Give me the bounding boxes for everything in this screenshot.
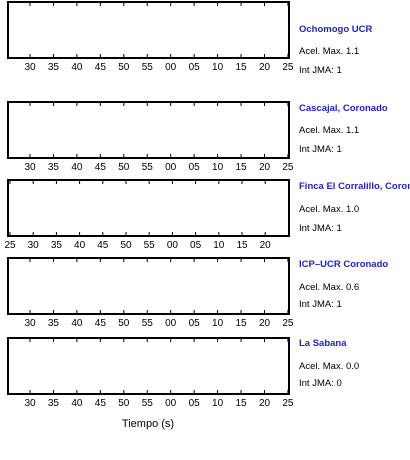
x-tick-label: 20 [260, 240, 272, 251]
panel-frame [7, 101, 290, 159]
station-name: Ochomogo UCR [299, 24, 372, 35]
station-name: La Sabana [299, 338, 347, 349]
x-tick-label: 30 [28, 240, 40, 251]
panel-frame [7, 337, 290, 395]
int-jma-label: Int JMA: 1 [299, 299, 342, 310]
int-jma-label: Int JMA: 0 [299, 378, 342, 389]
x-tick-label: 05 [189, 318, 201, 329]
x-tick-label: 40 [74, 240, 86, 251]
x-tick-label: 45 [97, 240, 109, 251]
x-tick-label: 20 [259, 318, 271, 329]
x-tick-label: 05 [190, 240, 202, 251]
x-tick-label: 00 [165, 398, 177, 409]
x-axis-label: Tiempo (s) [122, 418, 174, 430]
x-tick-label: 40 [71, 162, 83, 173]
x-tick-label: 15 [235, 62, 247, 73]
x-tick-label: 50 [118, 398, 130, 409]
x-tick-label: 50 [118, 318, 130, 329]
x-tick-label: 25 [282, 162, 294, 173]
x-tick-label: 20 [259, 162, 271, 173]
x-tick-label: 55 [142, 398, 154, 409]
x-tick-label: 45 [95, 398, 107, 409]
x-tick-label: 35 [48, 398, 60, 409]
x-tick-label: 35 [48, 318, 60, 329]
acel-max-label: Acel. Max. 1.1 [299, 125, 359, 136]
x-tick-label: 55 [144, 240, 156, 251]
seismogram-panel: 30 35 40 45 50 55 00 05 10 15 20 25 La Sabana Acel. M… [7, 337, 359, 409]
x-tick-label: 00 [165, 318, 177, 329]
x-tick-label: 35 [51, 240, 63, 251]
x-tick-label: 15 [235, 162, 247, 173]
acel-max-label: Acel. Max. 0.0 [299, 361, 359, 372]
x-tick-label: 50 [118, 62, 130, 73]
x-tick-label: 30 [24, 318, 36, 329]
x-tick-label: 50 [118, 162, 130, 173]
x-tick-label: 05 [189, 398, 201, 409]
x-tick-label: 20 [259, 62, 271, 73]
x-tick-label: 10 [212, 398, 224, 409]
int-jma-label: Int JMA: 1 [299, 223, 342, 234]
x-tick-label: 35 [48, 162, 60, 173]
x-tick-label: 50 [120, 240, 132, 251]
acel-max-label: Acel. Max. 1.0 [299, 204, 359, 215]
x-tick-label: 25 [4, 240, 16, 251]
x-tick-label: 05 [189, 62, 201, 73]
x-tick-label: 05 [189, 162, 201, 173]
x-tick-label: 25 [282, 62, 294, 73]
x-tick-label: 00 [165, 62, 177, 73]
x-tick-label: 40 [71, 398, 83, 409]
x-tick-label: 30 [24, 62, 36, 73]
panel-frame [7, 179, 290, 237]
seismogram-panel: 30 35 40 45 50 55 00 05 10 15 20 25 Ochomogo UCR Acel… [7, 1, 372, 76]
x-tick-label: 40 [71, 318, 83, 329]
x-tick-label: 30 [24, 398, 36, 409]
x-tick-label: 15 [236, 240, 248, 251]
x-tick-label: 20 [259, 398, 271, 409]
acel-max-label: Acel. Max. 0.6 [299, 282, 359, 293]
x-tick-label: 30 [24, 162, 36, 173]
x-tick-label: 55 [142, 318, 154, 329]
x-tick-label: 45 [95, 62, 107, 73]
panel-frame [7, 257, 290, 315]
x-tick-label: 45 [95, 318, 107, 329]
x-tick-label: 10 [212, 62, 224, 73]
x-tick-label: 15 [235, 318, 247, 329]
seismogram-panel: 30 35 40 45 50 55 00 05 10 15 20 25 ICP–UCR Coronado… [7, 257, 388, 329]
x-tick-label: 10 [212, 162, 224, 173]
x-tick-label: 35 [48, 62, 60, 73]
station-name: ICP–UCR Coronado [299, 259, 388, 270]
station-name: Cascajal, Coronado [299, 103, 388, 114]
seismogram-panel: 30 35 40 45 50 55 00 05 10 15 20 25 Cascajal, Corona… [7, 101, 388, 173]
seismogram-panel: 25 30 35 40 45 50 55 00 05 10 15 20 Finca El Corrali… [4, 179, 410, 251]
int-jma-label: Int JMA: 1 [299, 144, 342, 155]
x-tick-label: 15 [235, 398, 247, 409]
int-jma-label: Int JMA: 1 [299, 65, 342, 76]
station-name: Finca El Corralillo, Coronado [299, 181, 410, 192]
x-tick-label: 10 [213, 240, 225, 251]
x-tick-label: 00 [165, 162, 177, 173]
x-tick-label: 25 [282, 398, 294, 409]
x-tick-label: 55 [142, 62, 154, 73]
acel-max-label: Acel. Max. 1.1 [299, 46, 359, 57]
x-tick-label: 45 [95, 162, 107, 173]
x-tick-label: 55 [142, 162, 154, 173]
x-tick-label: 10 [212, 318, 224, 329]
x-tick-label: 40 [71, 62, 83, 73]
x-tick-label: 25 [282, 318, 294, 329]
x-tick-label: 00 [167, 240, 179, 251]
panel-frame [7, 1, 290, 59]
